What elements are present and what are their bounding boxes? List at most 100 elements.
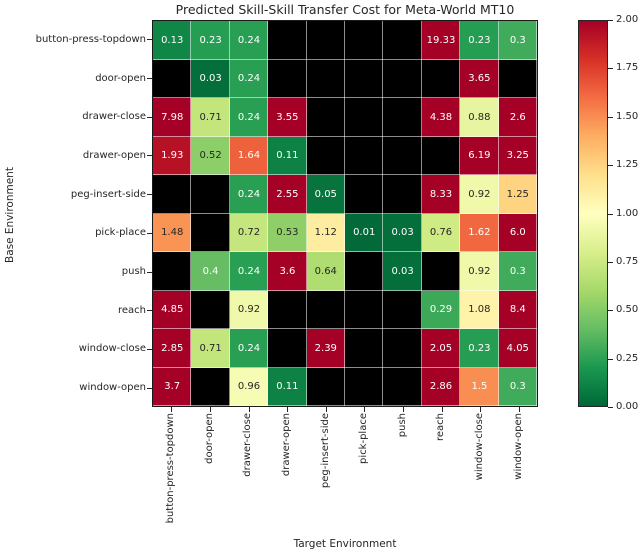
y-tick-label: reach (117, 304, 146, 316)
y-tick-labels: button-press-topdown door-open drawer-clos… (0, 20, 146, 407)
heatmap-cell (345, 59, 384, 98)
heatmap-cell: 1.12 (306, 213, 345, 252)
heatmap-grid: 0.13 0.23 0.24 19.33 0.23 0.3 0.03 0.24 3.65 7.98… (152, 20, 538, 407)
heatmap-cell: 6.0 (498, 213, 537, 252)
heatmap-cell (383, 59, 422, 98)
heatmap-cell: 0.72 (229, 213, 269, 252)
heatmap-cell (345, 98, 384, 137)
colorbar-tick-label: 0.25 (616, 352, 639, 364)
heatmap-cell (345, 329, 384, 368)
heatmap-cell: 0.71 (191, 329, 230, 368)
y-tick-mark (147, 271, 152, 273)
y-tick-label: peg-insert-side (70, 188, 146, 200)
heatmap-cell: 2.55 (268, 175, 307, 214)
heatmap-cell: 3.6 (268, 252, 307, 291)
y-tick-label: window-open (79, 382, 146, 394)
heatmap-cell: 0.92 (229, 290, 269, 329)
heatmap-cell: 0.11 (268, 136, 307, 175)
heatmap-cell: 0.76 (421, 213, 461, 252)
x-tick-mark (287, 407, 289, 412)
heatmap-cell: 0.24 (229, 175, 269, 214)
heatmap-cell (153, 252, 192, 291)
x-tick-mark (248, 407, 250, 412)
heatmap-cell: 6.19 (460, 136, 499, 175)
colorbar-tick-label: 0.50 (616, 304, 639, 316)
colorbar-tick-mark (608, 68, 613, 70)
y-tick-label: window-close (78, 343, 146, 355)
y-tick-mark (147, 232, 152, 234)
x-tick-mark (480, 407, 482, 412)
heatmap-cell: 0.03 (383, 213, 422, 252)
heatmap-cell (383, 21, 422, 60)
y-tick-label: push (121, 266, 146, 278)
heatmap-cell (383, 136, 422, 175)
heatmap-cell (191, 213, 230, 252)
heatmap-cell: 0.29 (421, 290, 461, 329)
heatmap-cell: 1.48 (153, 213, 192, 252)
y-tick-label: button-press-topdown (35, 33, 146, 45)
y-tick-label: drawer-close (82, 111, 146, 123)
heatmap-cell: 2.05 (421, 329, 461, 368)
x-tick-mark (325, 407, 327, 412)
heatmap-cell: 0.24 (229, 329, 269, 368)
y-tick-mark (147, 348, 152, 350)
heatmap-cell: 3.7 (153, 367, 192, 406)
heatmap-cell: 0.23 (191, 21, 230, 60)
heatmap-cell (345, 21, 384, 60)
heatmap-cell: 3.55 (268, 98, 307, 137)
heatmap-cell (306, 367, 345, 406)
heatmap-cell (345, 290, 384, 329)
heatmap-cell: 1.08 (460, 290, 499, 329)
x-tick-label: drawer-open (281, 413, 293, 477)
heatmap-cell (306, 290, 345, 329)
heatmap-cell (191, 367, 230, 406)
colorbar-tick-mark (608, 116, 613, 118)
heatmap-cell: 0.24 (229, 252, 269, 291)
heatmap-cell: 1.25 (498, 175, 537, 214)
x-tick-mark (518, 407, 520, 412)
y-tick-mark (147, 387, 152, 389)
heatmap-cell: 0.11 (268, 367, 307, 406)
x-tick-mark (364, 407, 366, 412)
heatmap-cell: 0.03 (191, 59, 230, 98)
heatmap-cell: 4.38 (421, 98, 461, 137)
heatmap-cell: 0.3 (498, 252, 537, 291)
y-tick-label: pick-place (95, 227, 146, 239)
heatmap-cell: 0.88 (460, 98, 499, 137)
x-tick-mark (209, 407, 211, 412)
heatmap-cell (383, 367, 422, 406)
heatmap-cell: 0.64 (306, 252, 345, 291)
heatmap-cell: 0.4 (191, 252, 230, 291)
x-tick-label: window-close (474, 413, 486, 481)
heatmap-cell (383, 329, 422, 368)
heatmap-cell: 0.03 (383, 252, 422, 291)
heatmap-cell (345, 136, 384, 175)
heatmap-cell (421, 136, 461, 175)
heatmap-cell: 2.39 (306, 329, 345, 368)
heatmap-cell: 0.24 (229, 21, 269, 60)
heatmap-cell (383, 290, 422, 329)
x-tick-mark (402, 407, 404, 412)
heatmap-cell (421, 252, 461, 291)
heatmap-cell: 8.33 (421, 175, 461, 214)
x-tick-label: window-open (512, 413, 524, 480)
colorbar-tick-mark (608, 165, 613, 167)
colorbar (578, 20, 608, 407)
colorbar-tick-label: 1.50 (616, 110, 639, 122)
heatmap-cell (345, 367, 384, 406)
heatmap-cell: 0.92 (460, 252, 499, 291)
heatmap-cell: 0.13 (153, 21, 192, 60)
x-tick-label: pick-place (358, 413, 370, 464)
x-tick-label: peg-insert-side (319, 413, 331, 489)
heatmap-cell: 0.96 (229, 367, 269, 406)
heatmap-cell: 1.62 (460, 213, 499, 252)
chart-title: Predicted Skill-Skill Transfer Cost for … (175, 2, 515, 17)
heatmap-cell (268, 290, 307, 329)
heatmap-cell (268, 59, 307, 98)
y-tick-mark (147, 310, 152, 312)
x-tick-mark (171, 407, 173, 412)
heatmap-cell: 4.05 (498, 329, 537, 368)
x-tick-label: drawer-close (242, 413, 254, 477)
heatmap-cell (306, 21, 345, 60)
x-tick-label: button-press-topdown (165, 413, 177, 524)
